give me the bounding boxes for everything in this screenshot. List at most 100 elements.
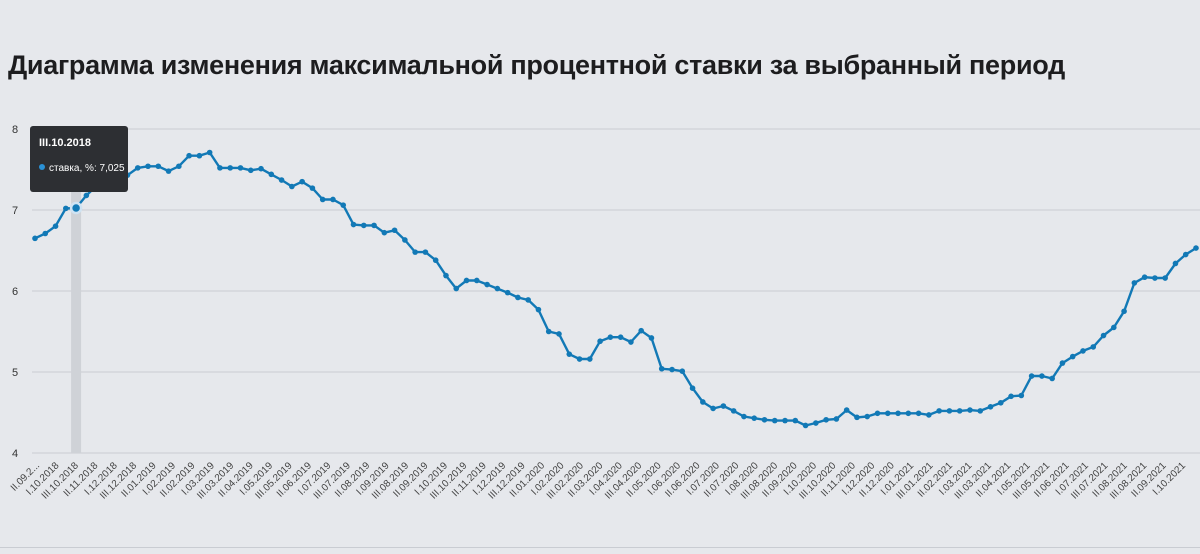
data-point[interactable]	[956, 408, 963, 414]
data-point[interactable]	[1111, 324, 1117, 331]
data-point[interactable]	[515, 294, 521, 301]
data-point[interactable]	[648, 335, 655, 341]
data-point[interactable]	[196, 152, 203, 159]
data-point[interactable]	[977, 408, 984, 414]
data-point[interactable]	[42, 230, 49, 237]
data-point[interactable]	[134, 165, 141, 171]
data-point[interactable]	[402, 237, 408, 243]
data-point[interactable]	[802, 422, 809, 429]
data-point[interactable]	[771, 417, 778, 424]
data-point[interactable]	[1069, 353, 1076, 360]
data-point[interactable]	[833, 416, 840, 422]
data-point[interactable]	[1193, 245, 1199, 251]
data-point[interactable]	[926, 412, 932, 418]
data-point[interactable]	[186, 152, 192, 159]
data-point[interactable]	[1059, 360, 1066, 366]
data-point[interactable]	[905, 410, 912, 417]
data-point[interactable]	[330, 196, 336, 203]
data-point[interactable]	[566, 351, 573, 357]
data-point[interactable]	[535, 306, 542, 313]
data-point[interactable]	[967, 407, 973, 413]
data-point[interactable]	[895, 410, 901, 417]
data-point[interactable]	[813, 420, 819, 426]
data-point[interactable]	[176, 163, 182, 170]
data-point[interactable]	[155, 163, 162, 170]
data-point[interactable]	[83, 192, 90, 199]
data-point[interactable]	[638, 327, 644, 334]
data-point[interactable]	[350, 221, 357, 228]
data-point[interactable]	[289, 183, 295, 190]
data-point[interactable]	[1182, 251, 1189, 258]
data-point[interactable]	[936, 408, 942, 414]
data-point[interactable]	[617, 334, 624, 340]
data-point[interactable]	[854, 414, 860, 421]
data-point[interactable]	[761, 416, 768, 423]
data-point[interactable]	[381, 229, 388, 236]
data-point[interactable]	[1028, 373, 1035, 379]
data-point[interactable]	[792, 417, 799, 424]
data-point[interactable]	[453, 285, 460, 292]
data-point[interactable]	[360, 222, 367, 229]
data-point[interactable]	[1018, 392, 1025, 399]
data-point[interactable]	[422, 249, 429, 255]
data-point[interactable]	[689, 385, 696, 392]
data-point[interactable]	[628, 339, 634, 345]
series-points[interactable]	[32, 149, 1199, 429]
data-point[interactable]	[1090, 344, 1097, 350]
data-point[interactable]	[946, 408, 953, 414]
data-point[interactable]	[63, 205, 69, 212]
data-point[interactable]	[1141, 274, 1148, 281]
data-point[interactable]	[1008, 393, 1014, 400]
data-point[interactable]	[843, 407, 850, 413]
data-point[interactable]	[432, 257, 439, 264]
data-point[interactable]	[700, 399, 706, 405]
data-point[interactable]	[504, 289, 511, 296]
data-point[interactable]	[823, 416, 829, 423]
data-point[interactable]	[484, 281, 490, 288]
data-point[interactable]	[258, 165, 264, 172]
data-point[interactable]	[751, 415, 758, 421]
data-point[interactable]	[278, 177, 285, 183]
data-point[interactable]	[1121, 308, 1127, 315]
data-point[interactable]	[391, 227, 398, 234]
data-point[interactable]	[679, 368, 686, 374]
data-point[interactable]	[1080, 348, 1086, 354]
data-point[interactable]	[1172, 260, 1179, 267]
data-point[interactable]	[545, 328, 552, 335]
data-point[interactable]	[319, 196, 326, 203]
data-point[interactable]	[1100, 332, 1107, 339]
data-point[interactable]	[874, 410, 881, 417]
data-point[interactable]	[247, 167, 254, 174]
data-point[interactable]	[340, 202, 347, 208]
data-point[interactable]	[206, 149, 213, 156]
data-point[interactable]	[237, 165, 244, 171]
data-point[interactable]	[730, 408, 737, 414]
data-point[interactable]	[145, 163, 151, 170]
data-point[interactable]	[997, 399, 1004, 406]
data-point[interactable]	[658, 365, 665, 372]
data-point[interactable]	[1152, 275, 1158, 281]
data-point[interactable]	[525, 297, 531, 303]
data-point[interactable]	[165, 168, 172, 174]
data-point-active[interactable]	[69, 201, 83, 215]
data-point[interactable]	[587, 356, 593, 362]
data-point[interactable]	[915, 410, 922, 417]
data-point[interactable]	[299, 178, 305, 185]
data-point[interactable]	[268, 171, 275, 178]
data-point[interactable]	[1049, 375, 1055, 382]
data-point[interactable]	[864, 413, 871, 420]
data-point[interactable]	[720, 403, 727, 409]
data-point[interactable]	[412, 249, 418, 255]
data-point[interactable]	[494, 285, 501, 292]
data-point[interactable]	[463, 277, 470, 284]
data-point[interactable]	[1131, 280, 1138, 286]
data-point[interactable]	[371, 222, 377, 229]
data-point[interactable]	[597, 338, 603, 345]
data-point[interactable]	[1039, 373, 1045, 379]
data-point[interactable]	[32, 235, 38, 242]
data-point[interactable]	[782, 417, 788, 424]
data-point[interactable]	[576, 356, 583, 362]
data-point[interactable]	[217, 165, 223, 171]
data-point[interactable]	[443, 272, 449, 279]
